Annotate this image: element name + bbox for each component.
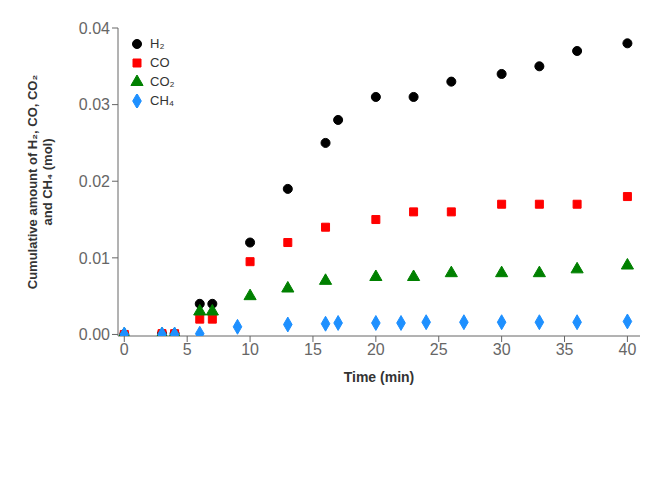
- svg-text:10: 10: [241, 341, 259, 358]
- svg-text:35: 35: [556, 341, 574, 358]
- svg-text:20: 20: [367, 341, 385, 358]
- svg-text:5: 5: [183, 341, 192, 358]
- svg-text:0.01: 0.01: [79, 250, 110, 267]
- svg-text:15: 15: [304, 341, 322, 358]
- html-text:CH₄: CH₄: [150, 93, 175, 108]
- html-text:CO₂: CO₂: [150, 74, 175, 89]
- svg-text:0.02: 0.02: [79, 173, 110, 190]
- svg-text:0.04: 0.04: [79, 20, 110, 37]
- svg-text:0.03: 0.03: [79, 96, 110, 113]
- svg-text:Time (min): Time (min): [344, 369, 415, 385]
- svg-text:Cumulative amount of H₂, CO, C: Cumulative amount of H₂, CO, CO₂and CH₄ …: [25, 75, 56, 290]
- svg-text:0.00: 0.00: [79, 326, 110, 343]
- svg-text:0: 0: [120, 341, 129, 358]
- svg-text:25: 25: [430, 341, 448, 358]
- html-text:H₂: H₂: [150, 36, 165, 51]
- svg-text:40: 40: [619, 341, 637, 358]
- svg-text:30: 30: [493, 341, 511, 358]
- html-text:CO: CO: [150, 55, 170, 70]
